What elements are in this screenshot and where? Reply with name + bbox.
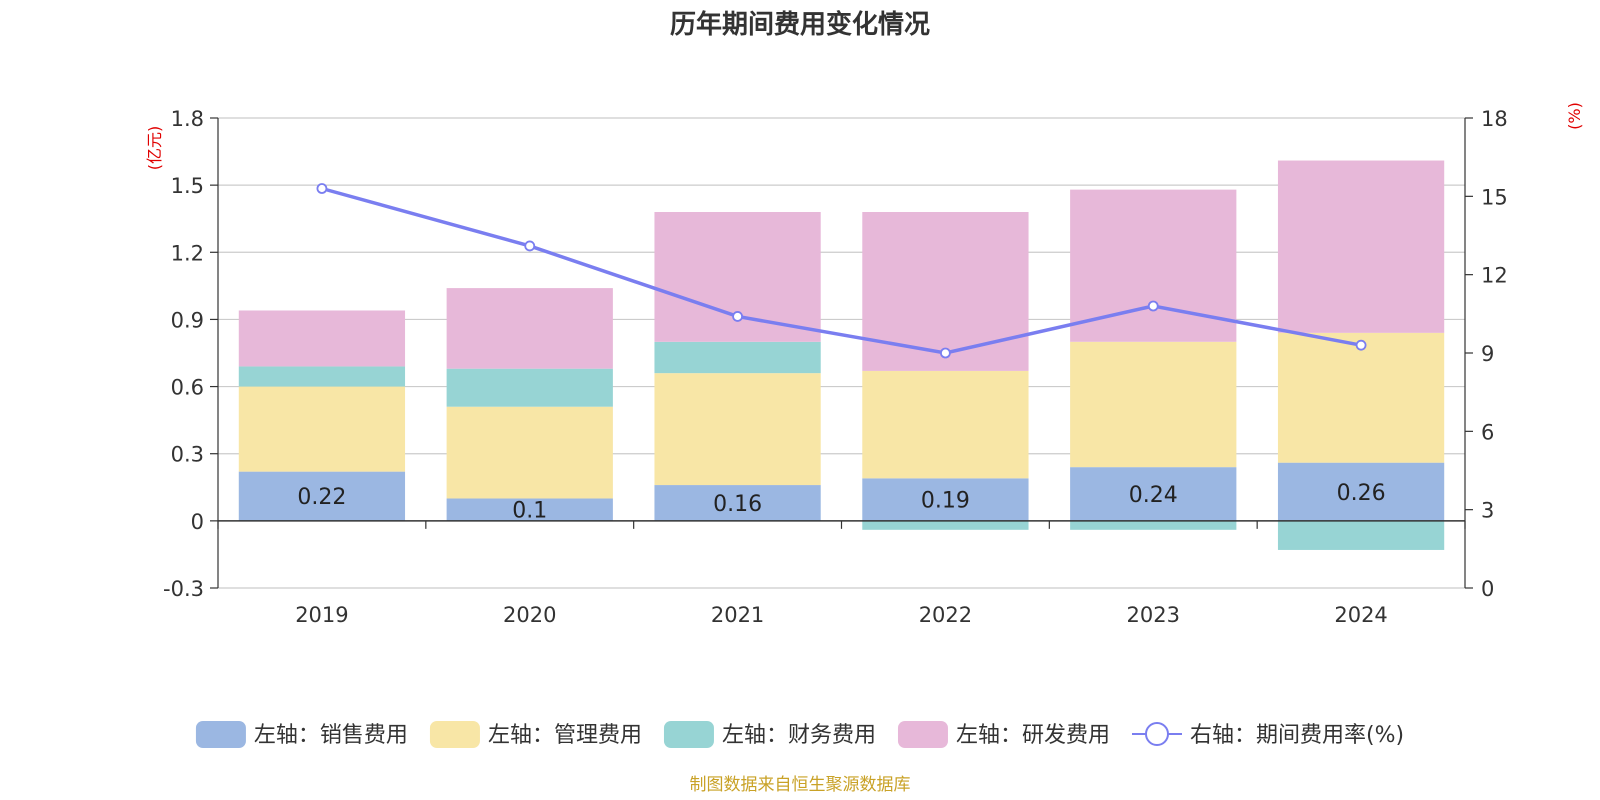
bar-segment bbox=[446, 288, 613, 369]
rate-line-point bbox=[940, 347, 951, 359]
rate-line-point bbox=[1355, 339, 1367, 351]
left-axis-tick-label: 1.5 bbox=[171, 174, 204, 198]
right-axis-tick-label: 18 bbox=[1481, 107, 1508, 131]
bar-segment bbox=[238, 386, 406, 472]
right-axis-tick-label: 9 bbox=[1481, 342, 1494, 366]
bar-segment bbox=[1070, 341, 1237, 468]
legend-label: 左轴：销售费用 bbox=[254, 723, 408, 748]
bar-segment bbox=[654, 212, 821, 342]
legend-swatch-marker bbox=[1144, 722, 1169, 746]
x-axis-tick-label: 2023 bbox=[1127, 603, 1180, 627]
bar-segment bbox=[654, 373, 821, 486]
legend-swatch bbox=[897, 721, 948, 748]
bar-data-label: 0.1 bbox=[512, 499, 547, 524]
bar-segment bbox=[1070, 520, 1237, 530]
bar-segment bbox=[862, 212, 1029, 371]
bar-segment bbox=[238, 366, 406, 387]
x-axis-tick-label: 2020 bbox=[503, 603, 556, 627]
x-axis-tick-label: 2019 bbox=[295, 603, 348, 627]
bar-segment bbox=[1277, 520, 1445, 550]
left-axis-tick-label: 0 bbox=[191, 510, 204, 534]
grid-lines bbox=[218, 117, 1465, 589]
bar-segment bbox=[446, 498, 613, 521]
left-axis-tick-label: 1.8 bbox=[171, 107, 204, 131]
bar-data-label: 0.19 bbox=[921, 489, 970, 514]
bar-segment bbox=[862, 478, 1029, 521]
chart-title: 历年期间费用变化情况 bbox=[670, 9, 930, 40]
bar-segment bbox=[1277, 160, 1445, 333]
legend: 左轴：销售费用 左轴：管理费用 左轴：财务费用 左轴：研发费用 右轴：期间费用率(%) bbox=[195, 721, 1404, 748]
bar-segment bbox=[654, 485, 821, 521]
legend-label: 左轴：财务费用 bbox=[722, 723, 876, 748]
left-axis-tick-label: 0.3 bbox=[171, 443, 204, 467]
right-axis-tick-label: 6 bbox=[1481, 420, 1494, 444]
right-axis-tick-label: 12 bbox=[1481, 264, 1508, 288]
x-axis-tick-label: 2022 bbox=[919, 603, 972, 627]
bar-data-label: 0.26 bbox=[1337, 481, 1386, 506]
rate-line-point bbox=[1147, 300, 1159, 312]
left-axis-tick-label: 1.2 bbox=[171, 241, 204, 265]
rate-line-point bbox=[524, 240, 536, 252]
data-source: 制图数据来自恒生聚源数据库 bbox=[690, 775, 911, 795]
bar-data-label: 0.24 bbox=[1129, 483, 1178, 508]
bar-segment bbox=[654, 341, 821, 374]
bar-segment bbox=[1277, 462, 1445, 521]
legend-label: 右轴：期间费用率(%) bbox=[1190, 723, 1404, 748]
rate-line-path bbox=[321, 186, 1362, 355]
right-axis-tick-label: 3 bbox=[1481, 499, 1494, 523]
bar-segment bbox=[1277, 332, 1445, 463]
legend-swatch bbox=[195, 721, 246, 748]
right-axis-tick-label: 0 bbox=[1481, 577, 1494, 601]
bar-segment bbox=[238, 310, 406, 367]
bar-data-label: 0.22 bbox=[297, 485, 346, 510]
left-axis-tick-label: 0.6 bbox=[171, 376, 204, 400]
x-axis-tick-label: 2021 bbox=[711, 603, 764, 627]
left-axis-tick-label: 0.9 bbox=[171, 308, 204, 332]
rate-line-point bbox=[732, 311, 743, 322]
left-axis-unit: (亿元) bbox=[145, 126, 164, 171]
bar-segment bbox=[862, 370, 1029, 479]
bar-segment bbox=[446, 406, 613, 499]
rate-line bbox=[316, 183, 1367, 359]
bar-segment bbox=[1070, 467, 1237, 521]
bar-segment bbox=[862, 520, 1029, 530]
bars bbox=[238, 160, 1445, 550]
axes: 1.8 1.5 1.2 0.9 0.6 0.3 0 -0.3 18 15 12 9 6 3 0 2019 202… bbox=[163, 107, 1508, 627]
legend-swatch bbox=[429, 721, 480, 748]
bar-segment bbox=[446, 368, 613, 407]
bar-data-label: 0.16 bbox=[713, 492, 762, 517]
legend-label: 左轴：管理费用 bbox=[488, 723, 642, 748]
x-axis-tick-label: 2024 bbox=[1334, 603, 1387, 627]
right-axis-tick-label: 15 bbox=[1481, 185, 1508, 209]
data-labels: 0.22 0.1 0.16 0.19 0.24 0.26 bbox=[297, 481, 1385, 524]
legend-swatch bbox=[663, 721, 714, 748]
right-axis-unit: (%) bbox=[1565, 102, 1584, 130]
bar-segment bbox=[238, 471, 406, 521]
left-axis-tick-label: -0.3 bbox=[163, 577, 204, 601]
legend-label: 左轴：研发费用 bbox=[956, 723, 1110, 748]
rate-line-point bbox=[316, 183, 328, 194]
